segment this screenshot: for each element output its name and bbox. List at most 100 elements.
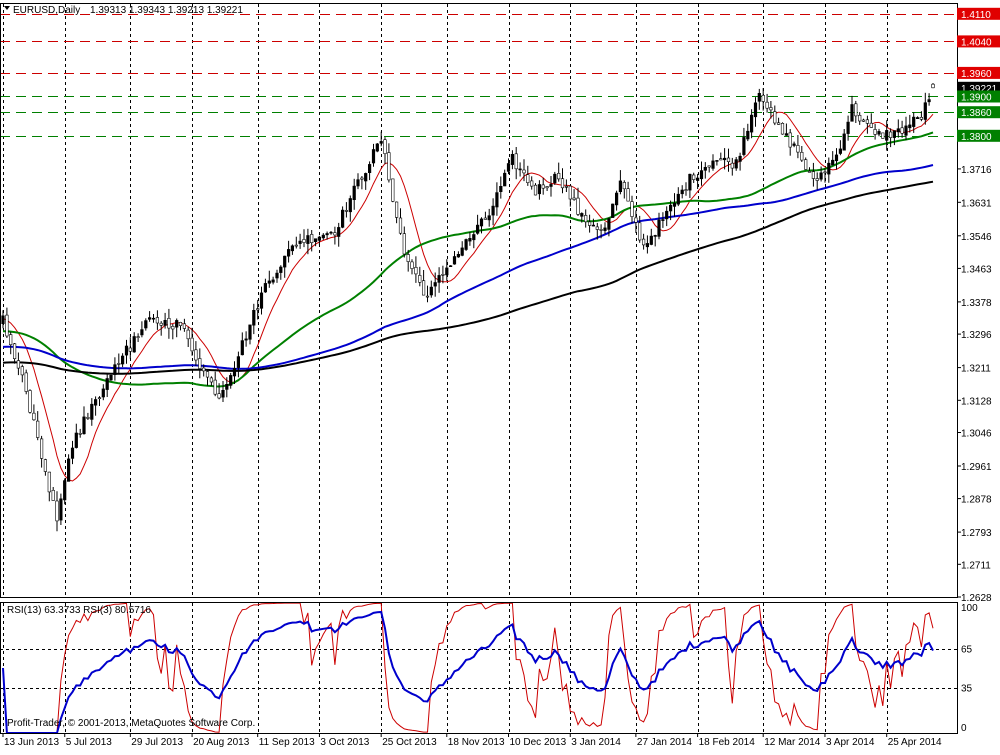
candle-body [63,480,67,501]
candle-body [900,127,904,134]
candle-body [784,133,788,136]
candle-body [475,224,480,234]
candle-body [873,129,877,135]
candle-body [217,393,221,399]
candle-body [888,131,893,138]
candle-body [36,420,40,438]
candle-body [792,143,796,146]
candle-body [591,224,595,227]
candle-body [549,184,553,187]
candle-body [464,239,468,250]
rsi-tick-label: 65 [961,645,973,656]
candle-body [495,192,499,208]
candle-body [530,180,534,187]
candle-body [236,356,241,368]
candle-body [283,255,287,268]
candle-body [67,458,71,482]
candle-body [584,215,588,223]
candle-body [140,329,144,336]
candle-body [425,295,430,298]
candle-body [827,162,831,175]
time-tick-label: 5 Jul 2013 [66,737,113,748]
rsi-panel [0,602,957,734]
candle-body [896,128,900,133]
price-tag-resistance: 1.4110 [957,7,1000,21]
candle-body [105,378,109,390]
dropdown-triangle-icon[interactable] [4,6,10,10]
candle-body [638,222,642,241]
time-tick-label: 20 Aug 2013 [193,737,250,748]
candle-body [317,236,322,241]
candle-body [568,185,572,200]
price-tick-label: 1.2961 [961,462,992,473]
candle-body [912,116,916,127]
candle-body [128,347,132,352]
rsi-tick-label: 35 [961,684,973,695]
candle-body [86,416,90,419]
time-tick-label: 29 Jul 2013 [131,737,183,748]
candle-body [294,244,298,247]
candle-body [819,172,823,180]
candle-body [726,157,731,163]
candle-body [213,379,217,395]
candle-body [919,117,923,120]
candle-body [915,117,920,120]
candle-body [788,132,792,148]
candle-body [854,103,858,117]
candle-body [626,188,630,202]
candle-body [244,338,248,341]
rsi13-line [2,610,934,734]
candle-body [402,233,406,255]
candle-body [796,145,800,153]
candle-body [711,160,715,169]
price-tag-support: 1.3860 [957,106,1000,119]
price-axis: 1.41111.37161.36311.35461.34631.33781.32… [957,9,992,604]
sma-100-line [2,164,934,370]
candle-body [302,239,306,243]
candle-body [514,153,518,170]
candle-body [499,186,503,193]
price-tag-label: 1.3960 [961,69,992,80]
candle-body [421,280,426,296]
candle-body [753,102,758,118]
candle-body [460,247,464,256]
price-tick-label: 1.3631 [961,198,992,209]
time-tick-label: 10 Dec 2013 [510,737,567,748]
candle-body [738,155,742,162]
candle-body [387,152,391,181]
candle-body [117,363,121,365]
price-tag-resistance: 1.4040 [957,35,1000,48]
candle-body [190,337,194,352]
candle-body [406,254,410,262]
candle-body [124,345,129,356]
time-tick-label: 13 Jun 2013 [4,737,59,748]
candle-body [923,102,927,120]
candle-body [398,217,403,234]
candle-body [672,202,677,207]
candle-body [418,275,422,283]
candle-body [831,159,835,166]
candle-body [931,83,935,89]
candle-body [553,173,557,184]
candle-body [676,193,680,205]
price-tag-label: 1.4040 [961,37,992,48]
candle-body [927,99,931,103]
candle-body [379,141,383,144]
candle-body [352,185,356,201]
price-tick-label: 1.2878 [961,495,992,506]
price-tick-label: 1.3046 [961,429,992,440]
candle-body [5,314,9,337]
time-tick-label: 18 Feb 2014 [699,737,756,748]
candle-body [885,130,889,141]
candle-body [719,158,723,161]
candle-body [414,266,418,275]
candle-body [94,399,98,406]
candle-body [136,336,140,338]
candle-body [182,323,187,329]
candle-body [630,201,634,217]
candle-body [742,137,746,155]
candle-body [429,286,433,296]
candle-body [113,364,117,375]
